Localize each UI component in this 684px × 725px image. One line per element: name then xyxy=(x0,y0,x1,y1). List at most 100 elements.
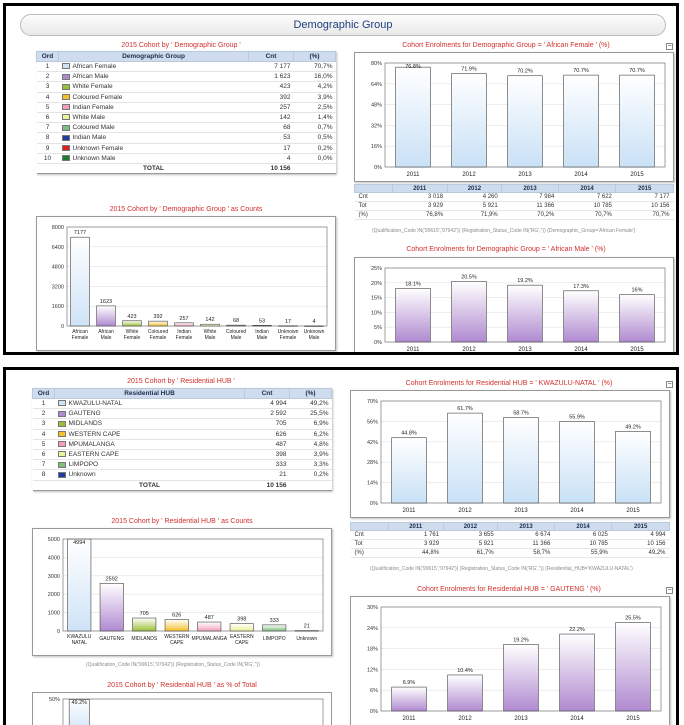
y-tick-label: 2000 xyxy=(48,592,60,598)
year-header: 2012 xyxy=(446,184,503,193)
y-tick-label: 5% xyxy=(374,325,382,331)
table-row[interactable]: 4 Coloured Female 392 3,9% xyxy=(36,92,336,103)
y-tick-label: 18% xyxy=(367,647,378,653)
mini-cell: 3 018 xyxy=(392,192,448,202)
row-ord: 2 xyxy=(36,71,59,83)
row-label[interactable]: GAUTENG xyxy=(54,408,245,420)
y-tick-label: 48% xyxy=(371,103,382,109)
row-label[interactable]: MIDLANDS xyxy=(54,418,245,430)
bar xyxy=(619,294,655,343)
collapse-icon[interactable]: − xyxy=(666,381,673,388)
col-pct[interactable]: (%) xyxy=(293,51,336,62)
table-row[interactable]: 7 Coloured Male 68 0,7% xyxy=(36,122,336,134)
table-row[interactable]: 7 LIMPOPO 333 3,3% xyxy=(32,459,332,471)
row-cnt: 487 xyxy=(244,439,290,450)
data-label: 4 xyxy=(312,319,315,325)
chart-svg: 0160032004800640080007177AfricanFemale16… xyxy=(52,225,328,341)
row-pct: 6,2% xyxy=(289,429,332,440)
mini-cell: 10 156 xyxy=(615,201,674,211)
col-pct[interactable]: (%) xyxy=(289,388,332,399)
color-swatch xyxy=(57,400,66,407)
table-row[interactable]: 6 EASTERN CAPE 398 3,9% xyxy=(32,449,332,461)
mini-cell: 5 921 xyxy=(447,201,502,211)
bar xyxy=(619,74,655,168)
col-ord[interactable]: Ord xyxy=(36,51,59,62)
hub-table: Ord Residential HUB Cnt (%) 1 KWAZULU-NAT… xyxy=(32,388,332,491)
mini-cell: 61,7% xyxy=(443,548,498,558)
row-label[interactable]: African Female xyxy=(58,61,249,73)
color-swatch xyxy=(61,124,70,131)
table-row[interactable]: 10 Unknown Male 4 0,0% xyxy=(36,153,336,164)
x-tick-label: African xyxy=(98,329,114,335)
color-swatch xyxy=(61,114,70,121)
data-label: 49.2% xyxy=(71,700,87,706)
x-tick-label: 2011 xyxy=(403,716,417,722)
row-name: Unknown Female xyxy=(72,144,124,152)
table-row[interactable]: 6 White Male 142 1,4% xyxy=(36,112,336,124)
col-residential-hub[interactable]: Residential HUB xyxy=(54,388,245,399)
row-label[interactable]: KWAZULU-NATAL xyxy=(54,398,245,410)
row-label[interactable]: Unknown Male xyxy=(58,153,249,164)
table-row[interactable]: 8 Indian Male 53 0,5% xyxy=(36,132,336,144)
row-pct: 25,5% xyxy=(289,408,332,420)
row-label[interactable]: White Female xyxy=(58,81,249,93)
table-row[interactable]: 3 White Female 423 4,2% xyxy=(36,81,336,93)
color-swatch xyxy=(61,83,70,90)
table-row[interactable]: 1 KWAZULU-NATAL 4 994 49,2% xyxy=(32,398,332,410)
col-cnt[interactable]: Cnt xyxy=(248,51,294,62)
row-label[interactable]: Unknown xyxy=(54,469,245,481)
mini-cell: 7 622 xyxy=(558,192,616,202)
table-row[interactable]: 2 GAUTENG 2 592 25,5% xyxy=(32,408,332,420)
table-row[interactable]: 4 WESTERN CAPE 626 6,2% xyxy=(32,429,332,440)
y-tick-label: 42% xyxy=(367,440,378,446)
y-tick-label: 6400 xyxy=(52,245,64,251)
table-row[interactable]: 3 MIDLANDS 705 6,9% xyxy=(32,418,332,430)
bar xyxy=(229,623,254,632)
row-name: White Female xyxy=(72,83,113,91)
table-row[interactable]: 5 MPUMALANGA 487 4,8% xyxy=(32,439,332,450)
y-tick-label: 6% xyxy=(370,688,378,694)
mini-cell: 11 366 xyxy=(497,539,555,549)
row-label[interactable]: Coloured Male xyxy=(58,122,249,134)
x-tick-label: African xyxy=(72,329,88,335)
y-tick-label: 16% xyxy=(371,144,382,150)
row-label[interactable]: Indian Male xyxy=(58,132,249,144)
row-label[interactable]: LIMPOPO xyxy=(54,459,245,471)
collapse-icon[interactable]: − xyxy=(666,43,673,50)
row-label[interactable]: African Male xyxy=(58,71,249,83)
row-label[interactable]: WESTERN CAPE xyxy=(54,429,245,440)
color-swatch xyxy=(57,430,66,437)
col-demographic-group[interactable]: Demographic Group xyxy=(58,51,249,62)
x-tick-label: 2013 xyxy=(518,172,532,178)
row-label[interactable]: Unknown Female xyxy=(58,143,249,154)
row-ord: 1 xyxy=(36,61,59,73)
y-tick-label: 8000 xyxy=(52,225,64,231)
row-label[interactable]: Indian Female xyxy=(58,102,249,113)
table-row[interactable]: 1 African Female 7 177 70,7% xyxy=(36,61,336,73)
bar xyxy=(278,325,298,327)
color-swatch xyxy=(57,410,66,417)
col-ord[interactable]: Ord xyxy=(32,388,55,399)
table-row[interactable]: 5 Indian Female 257 2,5% xyxy=(36,102,336,113)
year-header: 2015 xyxy=(615,184,674,193)
mini-row-label: Tot xyxy=(354,201,393,211)
row-label[interactable]: White Male xyxy=(58,112,249,124)
row-ord: 3 xyxy=(36,81,59,93)
row-pct: 16,0% xyxy=(293,71,336,83)
data-label: 17.3% xyxy=(573,284,589,290)
row-label[interactable]: EASTERN CAPE xyxy=(54,449,245,461)
collapse-icon[interactable]: − xyxy=(666,587,673,594)
data-label: 487 xyxy=(205,615,214,621)
x-tick-label: 2011 xyxy=(407,347,421,353)
hub-enrol-chart: 0% 14% 28% 42% 56% 70% 44.8% 2011 61.7% 2012 58.7%… xyxy=(351,391,671,519)
data-label: 20.5% xyxy=(461,274,477,280)
enrol-female-table: 2011 2012 2013 2014 2015 Cnt 3 018 4 260 7 984 7 … xyxy=(354,184,674,220)
row-label[interactable]: Coloured Female xyxy=(58,92,249,103)
table-row[interactable]: 2 African Male 1 623 16,0% xyxy=(36,71,336,83)
row-label[interactable]: MPUMALANGA xyxy=(54,439,245,450)
col-cnt[interactable]: Cnt xyxy=(244,388,290,399)
color-swatch xyxy=(61,73,70,80)
y-tick-label: 0% xyxy=(370,501,378,507)
table-row[interactable]: 8 Unknown 21 0,2% xyxy=(32,469,332,481)
table-row[interactable]: 9 Unknown Female 17 0,2% xyxy=(36,143,336,154)
